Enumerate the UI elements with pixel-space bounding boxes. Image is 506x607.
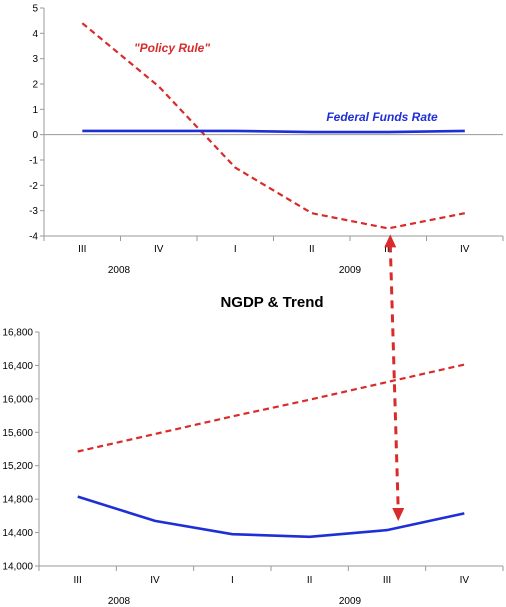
ngdp-chart-title: NGDP & Trend [220,294,323,311]
y-tick-label: -1 [29,156,38,167]
x-tick-label: II [309,244,315,255]
x-tick-label: IV [154,244,164,255]
x-tick-label: II [307,575,313,586]
y-tick-label: 15,200 [2,461,33,472]
x-tick-label: III [73,575,81,586]
arrow-shaft [388,244,400,512]
y-tick-label: 5 [32,4,38,15]
x-tick-label: III [78,244,86,255]
y-tick-label: 16,000 [2,394,33,405]
series-line-1 [77,495,465,539]
arrow-head-up [384,234,397,248]
y-tick-label: 16,400 [2,361,33,372]
y-tick-label: 0 [32,130,38,141]
x-tick-label: IV [460,244,470,255]
y-tick-label: 4 [32,29,38,40]
x-tick-label: IV [460,575,470,586]
series-label-0: "Policy Rule" [134,41,210,55]
series-line-0 [81,22,466,230]
ngdp-trend-chart: 16,800 16,400 16,000 15,600 15,200 14,800 14,4… [2,328,504,607]
y-tick-label: 14,800 [2,495,33,506]
series-line-1 [82,129,465,134]
y-tick-label: 3 [32,54,38,65]
x-tick-label: IV [150,575,160,586]
x-tick-label: I [234,244,237,255]
x-tick-label: III [383,575,391,586]
y-tick-label: -2 [29,181,38,192]
y-tick-label: -3 [29,206,38,217]
y-tick-label: 14,000 [2,562,33,573]
y-tick-label: -4 [29,232,38,243]
year-label: 2008 [108,596,131,607]
y-tick-label: 1 [32,105,38,116]
y-tick-label: 2 [32,80,38,91]
arrow-head-down [392,508,405,521]
series-label-1: Federal Funds Rate [326,110,438,124]
year-label: 2009 [339,596,362,607]
x-tick-label: I [231,575,234,586]
annotation-arrow [384,234,405,521]
y-tick-label: 15,600 [2,428,33,439]
year-label: 2009 [339,265,362,276]
x-tick-label: III [384,244,392,255]
y-tick-label: 16,800 [2,328,33,339]
y-tick-label: 14,400 [2,528,33,539]
series-line-0 [77,363,465,453]
year-label: 2008 [108,265,131,276]
